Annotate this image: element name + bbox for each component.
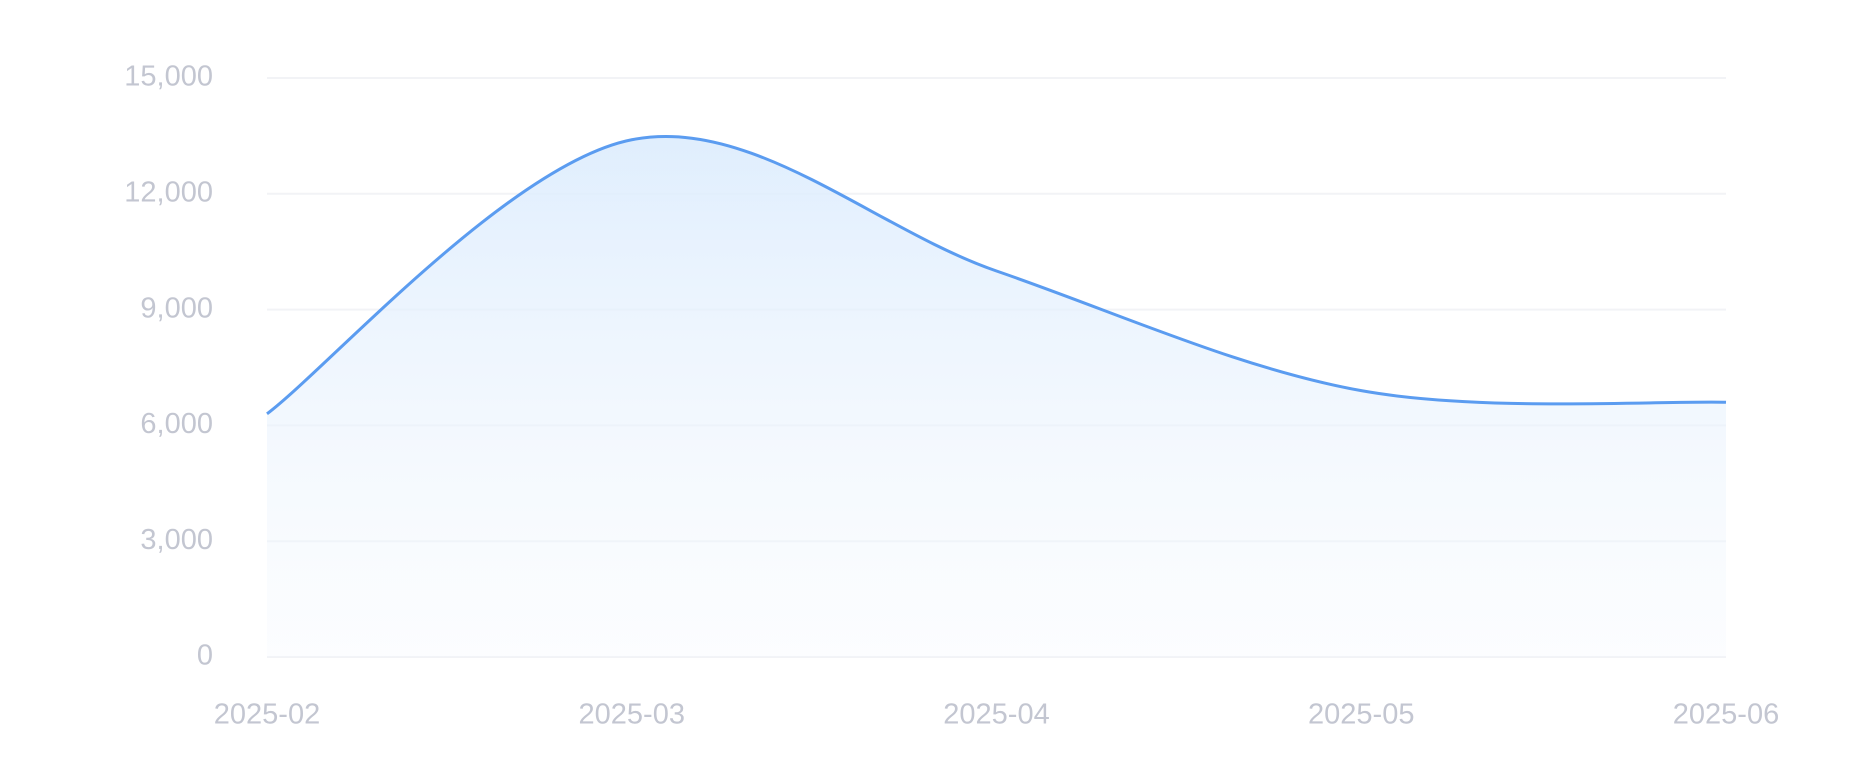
x-tick-label: 2025-04	[943, 699, 1049, 731]
x-tick-label: 2025-02	[214, 699, 320, 731]
x-tick-label: 2025-06	[1673, 699, 1779, 731]
y-tick-label: 12,000	[124, 176, 213, 208]
y-tick-label: 6,000	[140, 408, 213, 440]
y-tick-label: 15,000	[124, 61, 213, 93]
x-tick-label: 2025-03	[579, 699, 685, 731]
y-tick-label: 9,000	[140, 292, 213, 324]
x-tick-label: 2025-05	[1308, 699, 1414, 731]
line	[266, 135, 1727, 416]
y-tick-label: 0	[197, 640, 213, 672]
area-fill	[267, 136, 1726, 657]
y-tick-label: 3,000	[140, 524, 213, 556]
